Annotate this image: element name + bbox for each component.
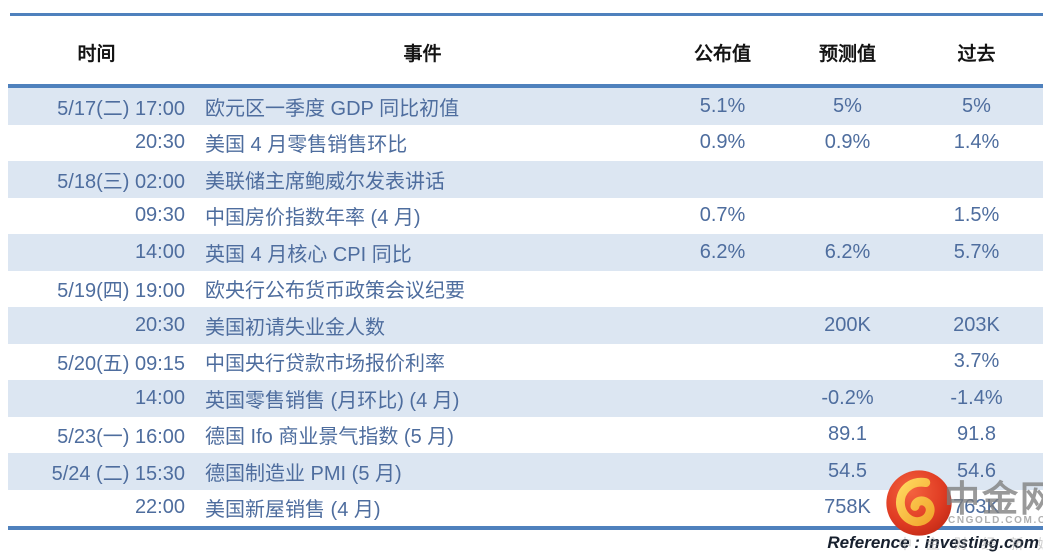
column-header-event: 事件 — [403, 43, 442, 65]
cell-previous: 1.4% — [953, 131, 1000, 154]
cell-time: 5/20(五) 09:15 — [57, 353, 185, 376]
reference-text: Reference : investing.com — [827, 533, 1039, 552]
cell-event: 美国新屋销售 (4 月) — [205, 499, 381, 522]
table-row: 5/19(四) 19:00 欧央行公布货币政策会议纪要 — [8, 271, 1043, 308]
table-rows: 5/17(二) 17:00 欧元区一季度 GDP 同比初值 5.1% 5% 5%… — [0, 88, 1043, 526]
cell-event: 德国制造业 PMI (5 月) — [205, 462, 402, 485]
cell-time: 20:30 — [134, 313, 185, 336]
table-header: 时间 事件 公布值 预测值 过去 — [8, 28, 1043, 76]
cell-time: 5/24 (二) 15:30 — [51, 462, 185, 485]
cell-actual: 0.7% — [699, 204, 746, 227]
table-row: 5/24 (二) 15:30 德国制造业 PMI (5 月) 54.5 54.6 — [8, 453, 1043, 490]
column-header-actual: 公布值 — [693, 43, 751, 65]
column-header-forecast: 预测值 — [818, 43, 876, 65]
cell-previous: 203K — [953, 313, 1000, 336]
watermark-brand-text: 中金网 — [944, 478, 1043, 519]
cell-forecast: 6.2% — [824, 240, 871, 263]
cell-event: 欧央行公布货币政策会议纪要 — [205, 280, 465, 303]
cell-event: 中国房价指数年率 (4 月) — [205, 207, 421, 230]
table-row: 20:30 美国 4 月零售销售环比 0.9% 0.9% 1.4% — [8, 125, 1043, 162]
cell-previous: 91.8 — [957, 423, 996, 446]
cell-previous: 54.6 — [957, 459, 996, 482]
watermark-domain-text: CNGOLD.COM.CN — [948, 515, 1043, 526]
cell-previous: 1.5% — [953, 204, 1000, 227]
table-row: 5/18(三) 02:00 美联储主席鲍威尔发表讲话 — [8, 161, 1043, 198]
table-row: 5/20(五) 09:15 中国央行贷款市场报价利率 3.7% — [8, 344, 1043, 381]
cell-event: 美国初请失业金人数 — [205, 316, 385, 339]
cell-forecast: -0.2% — [821, 386, 874, 409]
table-row: 22:00 美国新屋销售 (4 月) 758K 763K — [8, 490, 1043, 527]
cell-forecast: 54.5 — [828, 459, 867, 482]
table-row: 20:30 美国初请失业金人数 200K 203K — [8, 307, 1043, 344]
watermark: 中金网 CNGOLD.COM.CN 中 金 财 经 新 媒 体 — [872, 466, 1043, 558]
cell-previous: 763K — [953, 496, 1000, 519]
cell-forecast: 0.9% — [824, 131, 871, 154]
cell-previous: -1.4% — [950, 386, 1003, 409]
table-row: 5/17(二) 17:00 欧元区一季度 GDP 同比初值 5.1% 5% 5% — [8, 88, 1043, 125]
cell-actual: 5.1% — [699, 94, 746, 117]
cell-forecast: 5% — [833, 94, 862, 117]
watermark-tagline-text: 中 金 财 经 新 媒 体 — [898, 536, 1043, 552]
header-separator — [8, 84, 1043, 88]
cell-event: 美联储主席鲍威尔发表讲话 — [205, 170, 445, 193]
cell-time: 14:00 — [134, 386, 185, 409]
cell-time: 14:00 — [134, 240, 185, 263]
cell-previous: 5% — [962, 94, 991, 117]
cell-event: 英国零售销售 (月环比) (4 月) — [205, 389, 460, 412]
table-row: 14:00 英国 4 月核心 CPI 同比 6.2% 6.2% 5.7% — [8, 234, 1043, 271]
cell-actual: 6.2% — [699, 240, 746, 263]
cell-event: 英国 4 月核心 CPI 同比 — [205, 243, 412, 266]
cell-forecast: 758K — [824, 496, 871, 519]
cell-time: 22:00 — [134, 496, 185, 519]
cell-event: 欧元区一季度 GDP 同比初值 — [205, 97, 460, 120]
cell-time: 09:30 — [134, 204, 185, 227]
table-row: 14:00 英国零售销售 (月环比) (4 月) -0.2% -1.4% — [8, 380, 1043, 417]
cell-event: 德国 Ifo 商业景气指数 (5 月) — [205, 426, 454, 449]
table-row: 09:30 中国房价指数年率 (4 月) 0.7% 1.5% — [8, 198, 1043, 235]
cell-time: 5/23(一) 16:00 — [57, 426, 185, 449]
cell-time: 5/18(三) 02:00 — [57, 170, 185, 193]
cell-previous: 5.7% — [953, 240, 1000, 263]
cngold-logo-icon — [885, 469, 953, 537]
cell-event: 中国央行贷款市场报价利率 — [205, 353, 445, 376]
cell-actual: 0.9% — [699, 131, 746, 154]
cell-event: 美国 4 月零售销售环比 — [205, 134, 408, 157]
table-bottom-border — [8, 526, 1043, 530]
cell-time: 20:30 — [134, 131, 185, 154]
column-header-time: 时间 — [77, 43, 116, 65]
cell-time: 5/17(二) 17:00 — [57, 97, 185, 120]
cell-forecast: 200K — [824, 313, 871, 336]
cell-previous: 3.7% — [953, 350, 1000, 373]
cell-time: 5/19(四) 19:00 — [57, 280, 185, 303]
table-row: 5/23(一) 16:00 德国 Ifo 商业景气指数 (5 月) 89.1 9… — [8, 417, 1043, 454]
table-top-border — [10, 13, 1043, 16]
cell-forecast: 89.1 — [828, 423, 867, 446]
column-header-previous: 过去 — [957, 43, 996, 65]
